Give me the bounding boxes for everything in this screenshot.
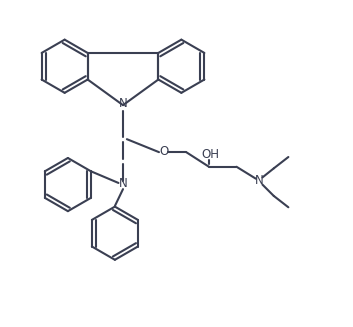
Text: N: N xyxy=(119,97,127,110)
Text: N: N xyxy=(119,178,127,190)
Text: OH: OH xyxy=(202,148,220,161)
Text: O: O xyxy=(159,145,168,158)
Text: N: N xyxy=(255,174,264,187)
